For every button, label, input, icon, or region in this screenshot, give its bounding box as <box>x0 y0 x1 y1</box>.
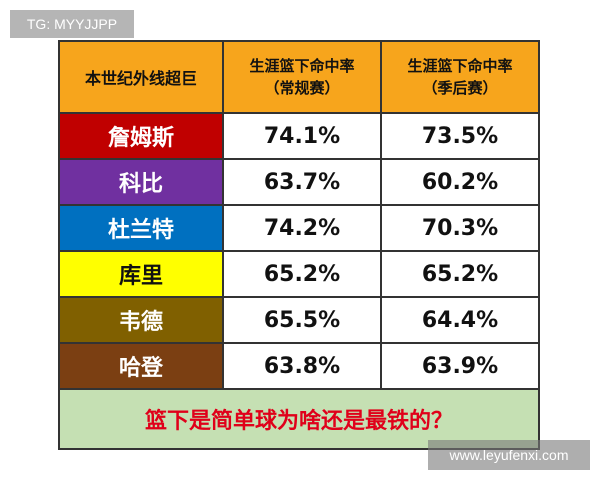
header-playoffs-column: 生涯篮下命中率 （季后赛） <box>382 42 538 112</box>
header-playoffs-line1: 生涯篮下命中率 <box>407 57 513 75</box>
player-name-cell: 韦德 <box>60 298 224 342</box>
regular-season-value: 65.5% <box>224 298 382 342</box>
playoffs-value: 73.5% <box>382 114 538 158</box>
playoffs-value: 70.3% <box>382 206 538 250</box>
regular-season-value: 65.2% <box>224 252 382 296</box>
regular-season-value: 63.7% <box>224 160 382 204</box>
header-playoffs-line2: （季后赛） <box>422 79 498 97</box>
player-name-cell: 杜兰特 <box>60 206 224 250</box>
stats-table: 本世纪外线超巨 生涯篮下命中率 （常规赛） 生涯篮下命中率 （季后赛） 詹姆斯 … <box>58 40 540 450</box>
player-name-cell: 詹姆斯 <box>60 114 224 158</box>
table-row: 詹姆斯 74.1% 73.5% <box>60 114 538 160</box>
regular-season-value: 63.8% <box>224 344 382 388</box>
header-regular-season-column: 生涯篮下命中率 （常规赛） <box>224 42 382 112</box>
regular-season-value: 74.1% <box>224 114 382 158</box>
watermark-top: TG: MYYJJPP <box>10 10 134 38</box>
playoffs-value: 65.2% <box>382 252 538 296</box>
table-header-row: 本世纪外线超巨 生涯篮下命中率 （常规赛） 生涯篮下命中率 （季后赛） <box>60 42 538 114</box>
player-name-cell: 库里 <box>60 252 224 296</box>
watermark-bottom: www.leyufenxi.com <box>428 440 590 470</box>
playoffs-value: 60.2% <box>382 160 538 204</box>
footer-question: 篮下是简单球为啥还是最铁的？ <box>60 390 538 450</box>
table-row: 科比 63.7% 60.2% <box>60 160 538 206</box>
table-row: 库里 65.2% 65.2% <box>60 252 538 298</box>
header-regular-line1: 生涯篮下命中率 <box>249 57 355 75</box>
header-player-column: 本世纪外线超巨 <box>60 42 224 112</box>
playoffs-value: 63.9% <box>382 344 538 388</box>
header-regular-line2: （常规赛） <box>264 79 340 97</box>
player-name-cell: 科比 <box>60 160 224 204</box>
table-row: 哈登 63.8% 63.9% <box>60 344 538 390</box>
table-row: 韦德 65.5% 64.4% <box>60 298 538 344</box>
player-name-cell: 哈登 <box>60 344 224 388</box>
regular-season-value: 74.2% <box>224 206 382 250</box>
playoffs-value: 64.4% <box>382 298 538 342</box>
table-row: 杜兰特 74.2% 70.3% <box>60 206 538 252</box>
